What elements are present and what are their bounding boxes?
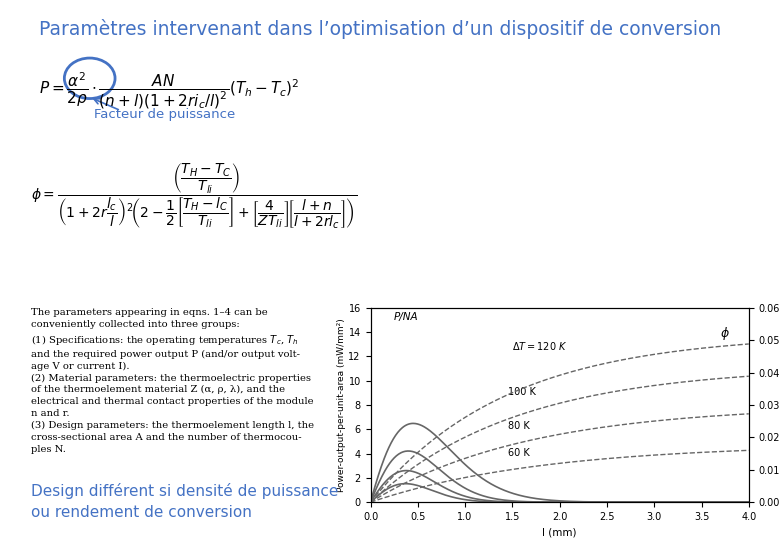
Text: 60 K: 60 K	[508, 448, 530, 458]
Text: P/NA: P/NA	[394, 312, 419, 322]
Y-axis label: Power-output-per-unit-area (mW/mm²): Power-output-per-unit-area (mW/mm²)	[337, 318, 346, 492]
X-axis label: l (mm): l (mm)	[542, 528, 577, 537]
Text: Paramètres intervenant dans l’optimisation d’un dispositif de conversion: Paramètres intervenant dans l’optimisati…	[39, 19, 722, 39]
Text: $\phi$: $\phi$	[721, 325, 730, 342]
Text: Design différent si densité de puissance
ou rendement de conversion: Design différent si densité de puissance…	[31, 483, 339, 521]
Text: Facteur de puissance: Facteur de puissance	[94, 108, 235, 121]
Text: $\phi = \dfrac{\left(\dfrac{T_H - T_C}{T_{li}}\right)}{\left(1+2r\dfrac{l_c}{l}\: $\phi = \dfrac{\left(\dfrac{T_H - T_C}{T…	[31, 162, 357, 232]
Text: 80 K: 80 K	[508, 421, 530, 431]
Text: 100 K: 100 K	[508, 387, 536, 397]
Text: $\Delta T= 120\ K$: $\Delta T= 120\ K$	[512, 340, 568, 352]
Text: $P = \dfrac{\alpha^2}{2\rho} \cdot \dfrac{AN}{(n+l)(1+2ri_c/l)^2}(T_h - T_c)^2$: $P = \dfrac{\alpha^2}{2\rho} \cdot \dfra…	[39, 70, 300, 111]
Text: The parameters appearing in eqns. 1–4 can be
conveniently collected into three g: The parameters appearing in eqns. 1–4 ca…	[31, 308, 314, 454]
